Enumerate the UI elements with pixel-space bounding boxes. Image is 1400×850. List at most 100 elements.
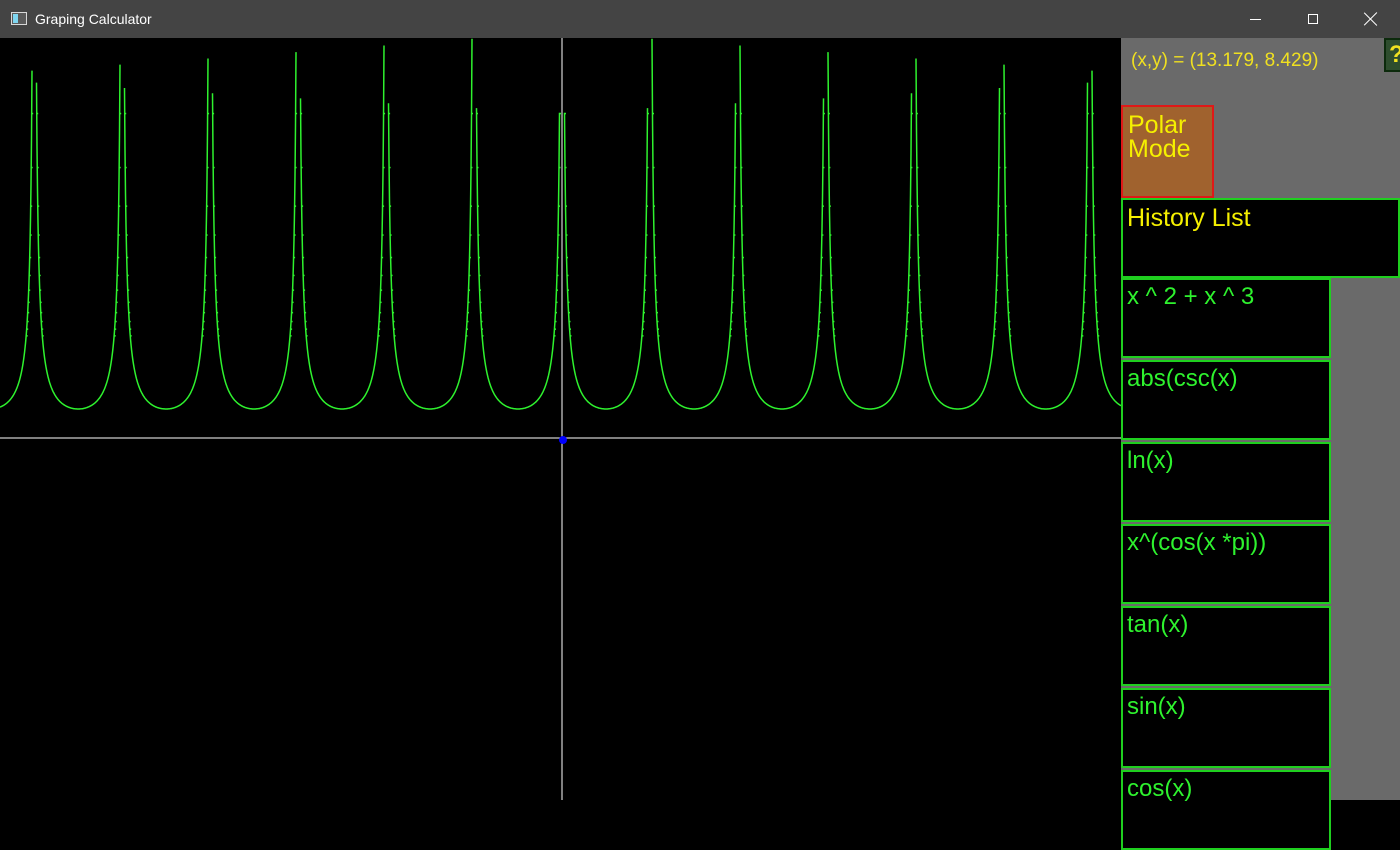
curve-point	[30, 205, 33, 207]
curve-point	[216, 311, 219, 314]
curve-point	[213, 166, 215, 169]
history-item[interactable]: x^(cos(x *pi))	[1121, 524, 1331, 604]
curve-point	[656, 311, 658, 314]
curve-point	[466, 328, 468, 330]
maximize-button[interactable]	[1284, 0, 1342, 38]
curve-point	[389, 205, 392, 207]
curve-point	[41, 328, 44, 330]
history-item[interactable]: abs(csc(x)	[1121, 360, 1331, 440]
curve-point	[568, 311, 570, 314]
curve-point	[819, 311, 821, 314]
curve-point	[382, 234, 384, 236]
curve-point	[733, 256, 735, 259]
curve-point	[126, 256, 129, 259]
curve-point	[556, 301, 558, 304]
graph-canvas[interactable]	[0, 38, 1121, 800]
maximize-icon	[1308, 14, 1318, 24]
curve-point	[295, 112, 298, 115]
history-item[interactable]: cos(x)	[1121, 770, 1331, 850]
curve-point	[293, 274, 295, 277]
curve-point	[479, 274, 481, 277]
history-item[interactable]: sin(x)	[1121, 688, 1331, 768]
curve-point	[215, 289, 218, 291]
curve-point	[1084, 289, 1086, 291]
curve-point	[735, 112, 737, 115]
curve-point	[378, 335, 380, 337]
curve-point	[478, 256, 480, 259]
curve-point	[832, 311, 834, 314]
curve-point	[567, 274, 569, 277]
curve-point	[916, 112, 918, 115]
curve-point	[118, 234, 120, 236]
curve-point	[908, 289, 910, 291]
history-item[interactable]: tan(x)	[1121, 606, 1331, 686]
curve-point	[1083, 301, 1086, 304]
curve-point	[743, 301, 746, 304]
curve-point	[995, 311, 997, 314]
curve-point	[119, 112, 122, 115]
curve-point	[1086, 166, 1089, 169]
curve-point	[654, 256, 656, 259]
curve-point	[390, 234, 392, 236]
curve-point	[378, 328, 381, 330]
curve-point	[481, 328, 483, 330]
curve-point	[128, 311, 131, 314]
curve-point	[734, 205, 736, 207]
curve-point	[644, 301, 646, 304]
curve-point	[215, 274, 217, 277]
curve-point	[994, 320, 997, 323]
curve-point	[647, 112, 649, 115]
curve-point	[921, 328, 923, 330]
curve-point	[303, 289, 306, 291]
curve-point	[656, 301, 658, 304]
curve-point	[741, 205, 743, 207]
curve-point	[996, 289, 998, 291]
curve-point	[734, 166, 737, 169]
curve-point	[910, 205, 912, 207]
curve-point	[1095, 301, 1098, 304]
curve-point	[817, 335, 820, 337]
curve-point	[468, 301, 470, 304]
title-bar: Graping Calculator	[0, 0, 1400, 38]
curve-point	[381, 256, 384, 259]
curve-point	[906, 328, 908, 330]
curve-point	[822, 166, 825, 169]
curve-point	[300, 112, 303, 115]
curve-point	[292, 301, 294, 304]
curve-point	[38, 256, 41, 259]
history-item[interactable]: x ^ 2 + x ^ 3	[1121, 278, 1331, 358]
curve-point	[115, 311, 118, 314]
curve-point	[1008, 311, 1010, 314]
curve-point	[732, 289, 734, 291]
curve-point	[1094, 256, 1096, 259]
curve-point	[471, 166, 473, 169]
curve-point	[997, 256, 999, 259]
curve-point	[731, 301, 734, 304]
origin-marker	[559, 436, 567, 444]
close-button[interactable]	[1342, 0, 1400, 38]
curve-point	[655, 289, 657, 291]
polar-mode-button[interactable]: Polar Mode	[1121, 105, 1214, 198]
curve-point	[466, 335, 468, 337]
curve-point	[393, 320, 395, 323]
curve-point	[642, 328, 644, 330]
minimize-button[interactable]	[1226, 0, 1284, 38]
history-item[interactable]: ln(x)	[1121, 442, 1331, 522]
curve-point	[479, 289, 481, 291]
curve-point	[392, 301, 394, 304]
curve-point	[217, 320, 219, 323]
help-button[interactable]: ?	[1384, 38, 1400, 72]
curve-point	[389, 166, 391, 169]
curve-point	[733, 234, 736, 236]
curve-point	[291, 320, 293, 323]
curve-point	[820, 289, 822, 291]
curve-point	[909, 234, 912, 236]
curve-point	[558, 205, 560, 207]
curve-point	[38, 234, 40, 236]
curve-point	[29, 274, 31, 277]
curve-point	[129, 320, 131, 323]
curve-point	[206, 234, 208, 236]
curve-point	[730, 328, 732, 330]
curve-point	[469, 274, 471, 277]
curve-point	[654, 234, 656, 236]
